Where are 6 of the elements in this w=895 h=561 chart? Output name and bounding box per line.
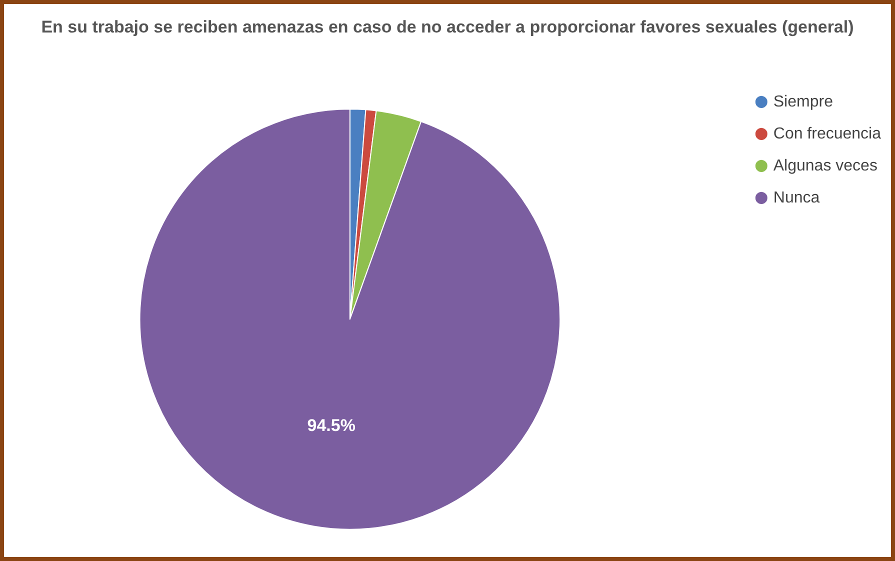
legend-label: Con frecuencia bbox=[773, 126, 882, 142]
legend-label: Siempre bbox=[773, 94, 834, 110]
legend-label: Nunca bbox=[773, 190, 820, 206]
legend-label: Algunas veces bbox=[773, 158, 878, 174]
chart-title: En su trabajo se reciben amenazas en caso de no acceder a proporcionar favores sexuales (general) bbox=[41, 18, 854, 36]
data-label: 94.5% bbox=[307, 416, 356, 436]
